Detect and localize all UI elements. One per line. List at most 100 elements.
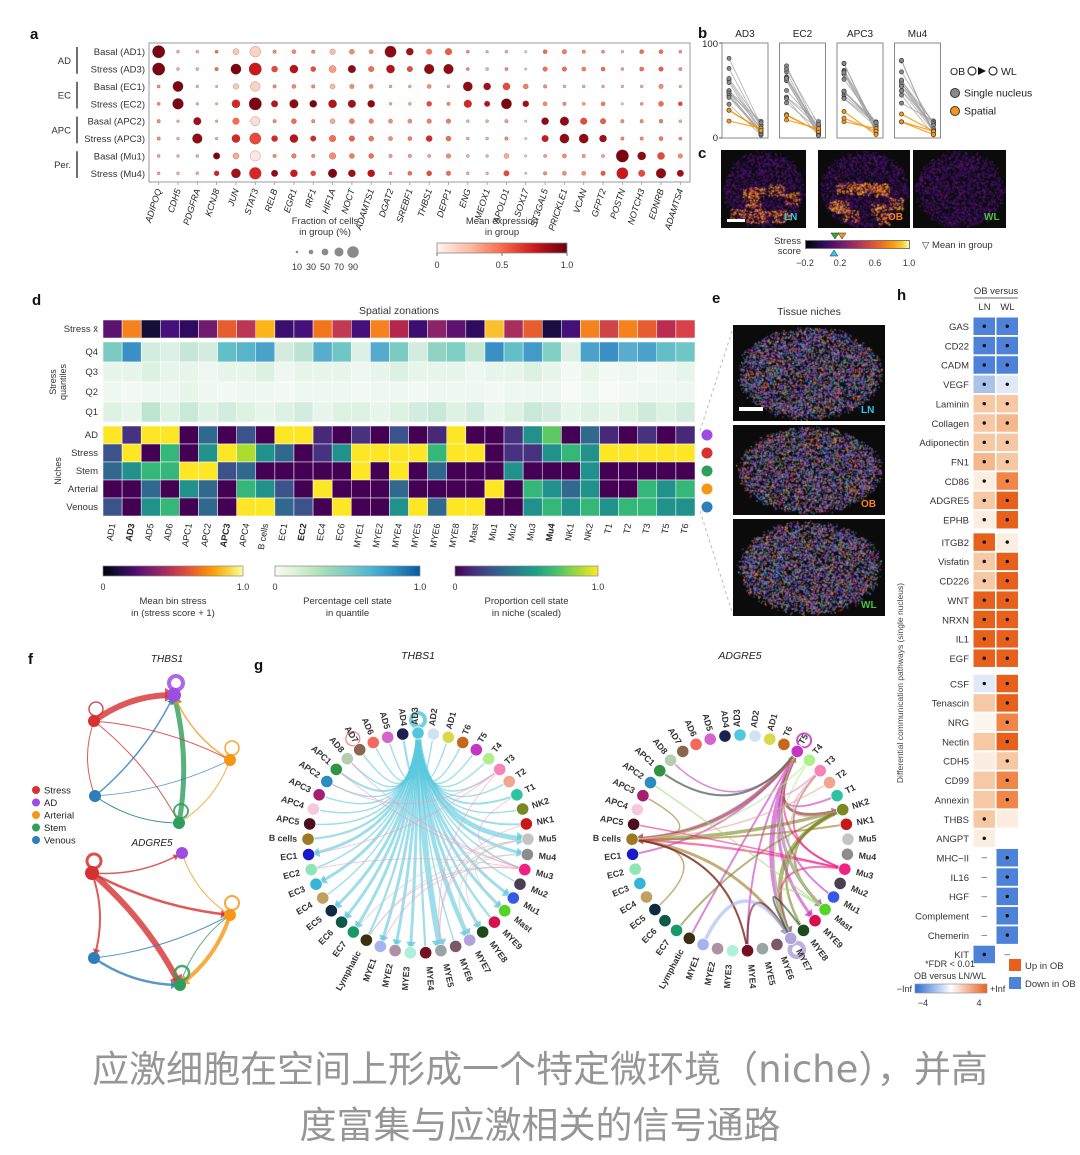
gene-label: EDNRB bbox=[647, 188, 666, 221]
gene-label: ADAMTS4 bbox=[662, 188, 685, 232]
gene-label: VCAN bbox=[571, 187, 588, 214]
heatmap-column-label: MYE8 bbox=[447, 523, 461, 549]
chord-node-label: APC4 bbox=[604, 794, 630, 811]
label: −0.2 bbox=[796, 258, 814, 268]
chord-node-label: APC3 bbox=[611, 776, 637, 795]
heatmap-column-label: MYE2 bbox=[371, 523, 385, 549]
label: OB versus LN/WL bbox=[914, 971, 986, 981]
pathway-label: KIT bbox=[954, 950, 969, 961]
label: Proportion cell state bbox=[485, 596, 569, 607]
gene-label: NOCT bbox=[339, 186, 357, 215]
label: 1.0 bbox=[414, 582, 427, 592]
gene-label: ENG bbox=[457, 188, 473, 210]
pathway-label: CD99 bbox=[945, 776, 969, 787]
label: – bbox=[981, 930, 987, 941]
chord-node-label: EC3 bbox=[611, 883, 631, 899]
chord-node-label: APC1 bbox=[309, 743, 333, 766]
dotplot-row-label: Stress (APC3) bbox=[84, 134, 145, 145]
heatmap-column-label: Mu4 bbox=[544, 523, 557, 542]
panel-c-label: c bbox=[698, 145, 707, 162]
label: 1.0 bbox=[561, 260, 574, 270]
label: AD bbox=[85, 430, 98, 441]
chord-node-label: EC2 bbox=[606, 867, 625, 881]
chord-node-label: MYE8 bbox=[488, 939, 510, 964]
pathway-label: ANGPT bbox=[936, 834, 969, 845]
chord-node-label: MYE1 bbox=[361, 957, 379, 983]
chord-node-label: AD3 bbox=[410, 707, 420, 725]
network-legend-label: Stem bbox=[44, 823, 66, 834]
ob-label: OB bbox=[950, 66, 965, 78]
label: Stressquantiles bbox=[48, 363, 68, 400]
panel-a-label: a bbox=[30, 26, 39, 43]
chord-node-label: T6 bbox=[460, 723, 473, 737]
pathway-label: Chemerin bbox=[928, 931, 969, 942]
niche-tissue-image-LN bbox=[733, 325, 885, 421]
chord-node-label: APC3 bbox=[287, 775, 313, 794]
chord-node-label: APC5 bbox=[599, 813, 624, 827]
network-legend-label: Stress bbox=[44, 786, 71, 797]
chord-node-label: APC1 bbox=[633, 745, 657, 768]
heatmap-column-label: APC1 bbox=[180, 523, 194, 548]
pathway-label: Adiponectin bbox=[919, 438, 969, 449]
panel-b-label: b bbox=[698, 25, 708, 42]
pathway-label: NRXN bbox=[942, 615, 969, 626]
chord-node-label: AD6 bbox=[683, 718, 699, 738]
chord-node-label: NK2 bbox=[851, 796, 871, 811]
gene-label: SOX17 bbox=[512, 187, 531, 219]
pathway-label: FN1 bbox=[951, 457, 969, 468]
label: Stress bbox=[774, 236, 801, 247]
label: – bbox=[1004, 949, 1010, 960]
chord-node-label: Mu2 bbox=[529, 884, 549, 900]
chord-node-label: T1 bbox=[843, 782, 857, 796]
chord-title: THBS1 bbox=[401, 650, 435, 662]
legend-item-label: Single nucleus bbox=[964, 88, 1032, 100]
chord-node-label: T2 bbox=[834, 767, 848, 781]
heatmap-column-label: MYE6 bbox=[428, 523, 442, 549]
chord-node-label: MYE9 bbox=[501, 927, 525, 951]
chord-node-label: EC7 bbox=[330, 939, 348, 959]
caption-line-1: 应激细胞在空间上形成一个特定微环境（niche），并高 bbox=[92, 1048, 988, 1091]
label: Stress bbox=[71, 448, 98, 459]
pathway-label: IL1 bbox=[956, 635, 969, 646]
legend-item-label: Spatial bbox=[964, 106, 996, 118]
pathway-label: CDH5 bbox=[943, 757, 969, 768]
niche-tissue-image-WL bbox=[733, 519, 885, 616]
label: 4 bbox=[976, 998, 981, 1008]
gene-label: DGAT2 bbox=[377, 188, 396, 219]
chord-node-label: EC2 bbox=[282, 867, 301, 881]
label: *FDR < 0.01 bbox=[925, 959, 975, 969]
chord-node-label: AD5 bbox=[700, 712, 714, 732]
label: 70 bbox=[334, 262, 344, 272]
tissue-tag-WL: WL bbox=[984, 212, 1000, 223]
label: Q4 bbox=[85, 347, 98, 358]
chord-node-label: EC5 bbox=[628, 913, 648, 931]
figure-caption: 应激细胞在空间上形成一个特定微环境（niche），并高 度富集与应激相关的信号通… bbox=[0, 1042, 1080, 1153]
chord-node-label: Mast bbox=[512, 914, 534, 934]
chord-node-label: T5 bbox=[475, 730, 489, 744]
differential-pathway-heatmap: OB versus LN WL GAS CD22 CADM VEGF Laminin Colla… bbox=[895, 286, 1076, 1008]
chord-node-label: T1 bbox=[523, 781, 537, 795]
heatmap-column-label: APC4 bbox=[237, 523, 251, 548]
chord-node-label: Mu4 bbox=[538, 851, 557, 863]
niche-connector bbox=[699, 327, 734, 616]
dotplot-row-label: Basal (APC2) bbox=[87, 117, 145, 128]
gene-label: PDGFRA bbox=[181, 188, 202, 227]
niche-tag-OB: OB bbox=[861, 499, 876, 510]
gene-expression-dotplot: AD EC APC Per. Basal (AD1) Stress (AD3) Basal … bbox=[51, 42, 691, 272]
chord-node-label: APC2 bbox=[621, 760, 646, 781]
chord-node-label: EC5 bbox=[304, 914, 324, 932]
pathway-label: VEGF bbox=[943, 380, 969, 391]
label: Stem bbox=[76, 466, 98, 477]
chord-node-label: AD7 bbox=[343, 724, 361, 744]
pathway-label: CD86 bbox=[945, 477, 969, 488]
label: 0 bbox=[100, 582, 105, 592]
gene-label: DEPP1 bbox=[435, 188, 454, 219]
gene-label: PRICKLE1 bbox=[546, 188, 569, 232]
chord-node-label: Mu3 bbox=[855, 867, 875, 881]
chord-node-label: Mu5 bbox=[539, 833, 557, 844]
pathway-label: EPHB bbox=[943, 516, 969, 527]
spatial-zonation-heatmap: Spatial zonations Stress x̄ Q4 Q3 Q2 Q1 AD Stre… bbox=[48, 305, 696, 619]
gene-label: IRF1 bbox=[303, 188, 319, 210]
niche-tag-WL: WL bbox=[861, 600, 877, 611]
